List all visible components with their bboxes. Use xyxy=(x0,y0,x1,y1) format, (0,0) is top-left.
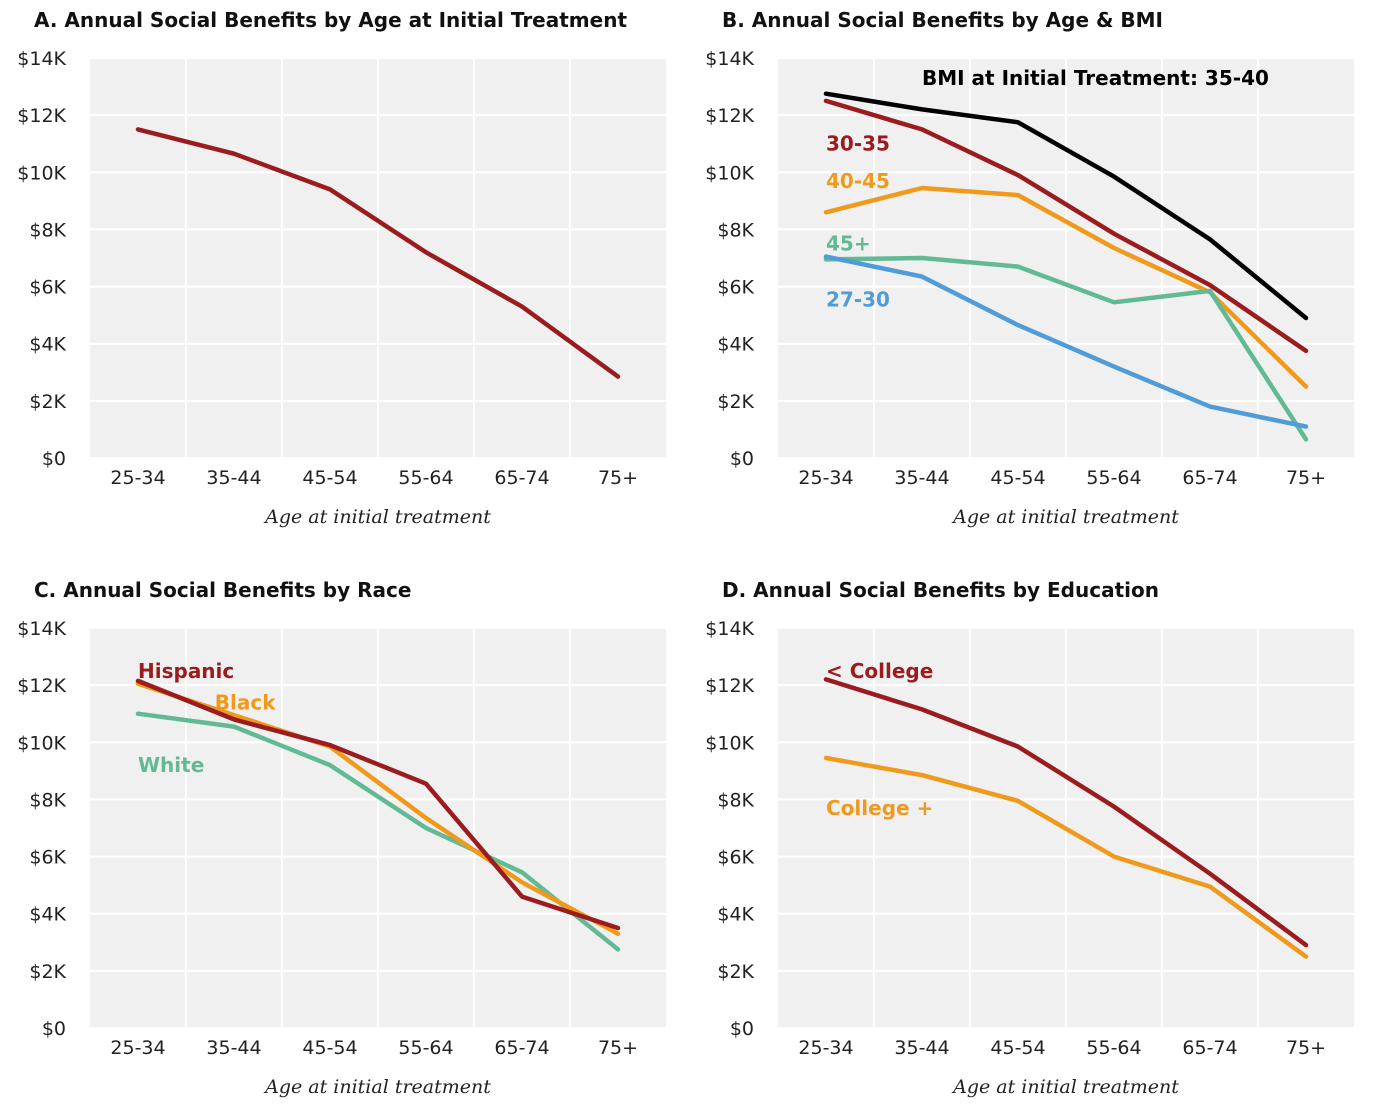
series-line xyxy=(823,185,1309,389)
y-tick-label: $2K xyxy=(717,391,754,413)
x-axis-label: Age at initial treatment xyxy=(263,1076,491,1098)
x-tick-label: 35-44 xyxy=(206,467,261,489)
series-label: College + xyxy=(826,796,933,820)
y-tick-label: $12K xyxy=(17,675,66,697)
series-label: 27-30 xyxy=(826,287,890,311)
series-label: BMI at Initial Treatment: 35-40 xyxy=(922,66,1269,90)
y-tick-label: $8K xyxy=(29,789,66,811)
x-tick-label: 75+ xyxy=(598,467,638,489)
x-tick-label: 65-74 xyxy=(494,467,549,489)
panel-d: D. Annual Social Benefits by Education $… xyxy=(705,578,1372,1108)
x-tick-label: 75+ xyxy=(1286,467,1326,489)
y-tick-label: $0 xyxy=(42,1018,66,1040)
y-tick-label: $4K xyxy=(29,334,66,356)
y-tick-label: $8K xyxy=(717,219,754,241)
series-line xyxy=(823,91,1309,321)
y-tick-label: $10K xyxy=(17,162,66,184)
x-tick-label: 75+ xyxy=(1286,1037,1326,1059)
series-line xyxy=(823,677,1309,948)
chart-c: $0 $2K $4K $6K $8K $10K $12K $14K 25-34 35-44 45-5… xyxy=(17,618,666,1098)
series-label: < College xyxy=(826,659,933,683)
x-tick-label: 35-44 xyxy=(894,1037,949,1059)
y-tick-label: $6K xyxy=(29,847,66,869)
series-line xyxy=(135,681,621,936)
y-tick-label: $12K xyxy=(705,105,754,127)
y-tick-label: $10K xyxy=(17,732,66,754)
x-tick-label: 65-74 xyxy=(494,1037,549,1059)
panel-a-title: A. Annual Social Benefits by Age at Init… xyxy=(34,8,628,32)
y-tick-label: $6K xyxy=(717,277,754,299)
panel-d-title: D. Annual Social Benefits by Education xyxy=(722,578,1159,602)
x-tick-label: 65-74 xyxy=(1182,1037,1237,1059)
y-tick-label: $14K xyxy=(17,618,66,640)
series-label: Black xyxy=(215,690,276,714)
x-tick-label: 35-44 xyxy=(894,467,949,489)
y-tick-label: $14K xyxy=(705,618,754,640)
x-tick-label: 45-54 xyxy=(302,1037,357,1059)
x-tick-label: 25-34 xyxy=(110,1037,165,1059)
chart-a: $0 $2K $4K $6K $8K $10K $12K $14K 25-34 35-44 45-5… xyxy=(17,48,666,528)
y-tick-label: $4K xyxy=(717,904,754,926)
panel-b: B. Annual Social Benefits by Age & BMI $… xyxy=(705,8,1372,548)
x-tick-label: 55-64 xyxy=(1086,467,1141,489)
chart-d: $0 $2K $4K $6K $8K $10K $12K $14K 25-34 35-44 45-5… xyxy=(705,618,1354,1098)
y-tick-label: $2K xyxy=(717,961,754,983)
y-tick-label: $2K xyxy=(29,961,66,983)
series-line xyxy=(135,678,621,931)
y-tick-label: $14K xyxy=(17,48,66,70)
y-tick-label: $10K xyxy=(705,732,754,754)
series-line xyxy=(823,755,1309,959)
x-axis-label: Age at initial treatment xyxy=(951,1076,1179,1098)
series-line xyxy=(823,255,1309,442)
chart-b: $0 $2K $4K $6K $8K $10K $12K $14K 25-34 35-44 45-5… xyxy=(705,48,1354,528)
panel-c: C. Annual Social Benefits by Race $0 $2K $… xyxy=(17,578,684,1108)
x-tick-label: 45-54 xyxy=(302,467,357,489)
y-tick-label: $14K xyxy=(705,48,754,70)
series-label: 45+ xyxy=(826,232,871,256)
x-tick-label: 75+ xyxy=(598,1037,638,1059)
y-tick-label: $4K xyxy=(29,904,66,926)
x-tick-label: 25-34 xyxy=(110,467,165,489)
panel-b-title: B. Annual Social Benefits by Age & BMI xyxy=(722,8,1163,32)
panel-a: A. Annual Social Benefits by Age at Init… xyxy=(17,8,684,548)
x-tick-label: 25-34 xyxy=(798,1037,853,1059)
y-tick-label: $0 xyxy=(730,448,754,470)
y-tick-label: $8K xyxy=(717,789,754,811)
x-tick-label: 65-74 xyxy=(1182,467,1237,489)
x-tick-label: 55-64 xyxy=(398,1037,453,1059)
x-tick-label: 35-44 xyxy=(206,1037,261,1059)
y-tick-label: $4K xyxy=(717,334,754,356)
series-line xyxy=(823,254,1309,429)
x-tick-label: 45-54 xyxy=(990,467,1045,489)
y-tick-label: $12K xyxy=(705,675,754,697)
series-line xyxy=(135,127,621,379)
y-tick-label: $2K xyxy=(29,391,66,413)
panel-c-title: C. Annual Social Benefits by Race xyxy=(34,578,412,602)
y-tick-label: $6K xyxy=(717,847,754,869)
series-line xyxy=(135,711,621,952)
series-line xyxy=(823,98,1309,354)
y-tick-label: $10K xyxy=(705,162,754,184)
y-tick-label: $12K xyxy=(17,105,66,127)
x-tick-label: 25-34 xyxy=(798,467,853,489)
series-label: 40-45 xyxy=(826,169,890,193)
series-label: Hispanic xyxy=(138,659,234,683)
y-tick-label: $0 xyxy=(730,1018,754,1040)
y-tick-label: $8K xyxy=(29,219,66,241)
y-tick-label: $6K xyxy=(29,277,66,299)
series-label: 30-35 xyxy=(826,132,890,156)
x-tick-label: 55-64 xyxy=(398,467,453,489)
x-tick-label: 55-64 xyxy=(1086,1037,1141,1059)
x-axis-label: Age at initial treatment xyxy=(263,506,491,528)
y-tick-label: $0 xyxy=(42,448,66,470)
x-tick-label: 45-54 xyxy=(990,1037,1045,1059)
x-axis-label: Age at initial treatment xyxy=(951,506,1179,528)
series-label: White xyxy=(138,753,204,777)
